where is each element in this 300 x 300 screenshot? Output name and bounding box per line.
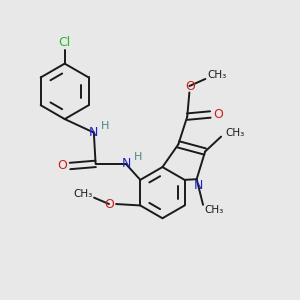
- Text: N: N: [122, 158, 131, 170]
- Text: H: H: [134, 152, 142, 162]
- Text: CH₃: CH₃: [208, 70, 227, 80]
- Text: O: O: [185, 80, 195, 92]
- Text: N: N: [194, 179, 203, 192]
- Text: CH₃: CH₃: [205, 205, 224, 215]
- Text: CH₃: CH₃: [73, 189, 92, 199]
- Text: CH₃: CH₃: [225, 128, 244, 138]
- Text: N: N: [89, 126, 98, 139]
- Text: O: O: [104, 197, 114, 211]
- Text: Cl: Cl: [58, 37, 71, 50]
- Text: H: H: [101, 121, 110, 131]
- Text: O: O: [213, 108, 223, 121]
- Text: O: O: [57, 160, 67, 172]
